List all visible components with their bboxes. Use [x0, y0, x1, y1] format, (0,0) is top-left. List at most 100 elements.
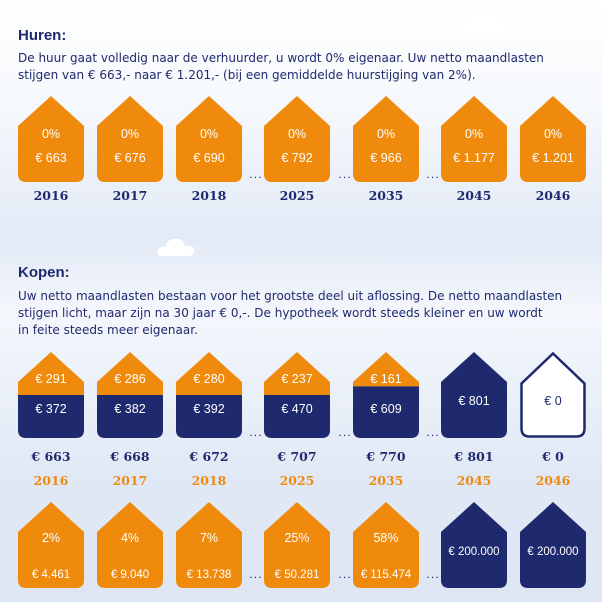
house-fill [97, 502, 163, 588]
ownership-percentage: 0% [287, 127, 307, 141]
house-shape [176, 352, 242, 438]
ellipsis: ... [249, 426, 263, 439]
total-monthly-cost: € 0 [542, 449, 564, 464]
house-outline [520, 352, 586, 438]
year-label: 2035 [368, 473, 404, 488]
house-fill [18, 502, 84, 588]
year-label: 2046 [535, 473, 571, 488]
house-shape [176, 502, 242, 588]
interest-amount: € 291 [35, 372, 67, 386]
year-label: 2046 [535, 188, 571, 203]
equity-amount: € 4.461 [31, 569, 71, 581]
house-fill [520, 502, 586, 588]
rent-house: 0% € 792 [264, 96, 330, 182]
huren-text-line: stijgen van € 663,- naar € 1.201,- (bij … [18, 68, 476, 82]
ownership-percentage: 7% [199, 531, 219, 545]
repayment-segment [353, 386, 419, 438]
interest-amount: € 280 [193, 372, 225, 386]
repayment-amount: € 801 [458, 394, 490, 408]
monthly-cost: € 663 [35, 151, 67, 165]
repayment-amount: € 372 [35, 402, 67, 416]
year-label: 2018 [191, 188, 227, 203]
buy-house: € 0 [520, 352, 586, 438]
interest-amount: € 161 [370, 372, 402, 386]
repayment-amount: € 382 [114, 402, 146, 416]
house-shape [441, 96, 507, 182]
house-shape [441, 502, 507, 588]
house-shape [97, 352, 163, 438]
buy-house: € 280 € 392 [176, 352, 242, 438]
ellipsis: ... [338, 426, 352, 439]
ownership-percentage: 25% [284, 531, 310, 545]
ownership-percentage: 0% [543, 127, 563, 141]
house-shape [353, 96, 419, 182]
house-shape [264, 96, 330, 182]
cloud-icon [461, 9, 508, 32]
ellipsis: ... [426, 426, 440, 439]
house-fill [176, 502, 242, 588]
total-monthly-cost: € 707 [277, 449, 317, 464]
rent-house: 0% € 1.201 [520, 96, 586, 182]
house-shape [97, 502, 163, 588]
interest-amount: € 237 [281, 372, 313, 386]
kopen-text-line: stijgen licht, maar zijn na 30 jaar € 0,… [18, 306, 543, 320]
rent-house: 0% € 663 [18, 96, 84, 182]
kopen-text-line: in feite steeds meer eigenaar. [18, 323, 198, 337]
repayment-amount: € 470 [281, 402, 313, 416]
ellipsis: ... [426, 568, 440, 581]
equity-amount: € 50.281 [274, 569, 320, 581]
house-shape [353, 352, 419, 438]
huren-title: Huren: [18, 27, 67, 44]
total-monthly-cost: € 801 [454, 449, 494, 464]
equity-house: 25% € 50.281 [264, 502, 330, 588]
ownership-percentage: 0% [41, 127, 61, 141]
kopen-text-line: Uw netto maandlasten bestaan voor het gr… [18, 289, 563, 303]
buy-house: € 291 € 372 [18, 352, 84, 438]
rent-house: 0% € 676 [97, 96, 163, 182]
total-monthly-cost: € 672 [189, 449, 229, 464]
house-fill [264, 502, 330, 588]
monthly-cost: € 1.177 [453, 151, 495, 165]
house-shape [520, 502, 586, 588]
year-label: 2016 [33, 473, 69, 488]
house-shape [441, 352, 507, 438]
buy-house: € 161 € 609 [353, 352, 419, 438]
ellipsis: ... [426, 168, 440, 181]
ellipsis: ... [249, 568, 263, 581]
year-label: 2017 [112, 188, 148, 203]
buy-house: € 286 € 382 [97, 352, 163, 438]
huren-houses-row: 0% € 663 2016 0% € 676 2017 0% € 690 2018 0% € 792… [0, 96, 602, 211]
equity-house: 4% € 9.040 [97, 502, 163, 588]
house-fill [353, 96, 419, 182]
equity-amount: € 115.474 [360, 569, 412, 581]
year-label: 2018 [191, 473, 227, 488]
ownership-houses-row: 2% € 4.461 4% € 9.040 7% € 13.738 25% € 50.281 5… [0, 502, 602, 597]
house-fill [520, 96, 586, 182]
year-label: 2035 [368, 188, 404, 203]
house-shape [353, 502, 419, 588]
kopen-description: Uw netto maandlasten bestaan voor het gr… [18, 288, 562, 339]
repayment-amount: € 392 [193, 402, 225, 416]
year-label: 2045 [456, 473, 492, 488]
total-monthly-cost: € 663 [31, 449, 71, 464]
house-shape [520, 352, 586, 438]
house-shape [18, 352, 84, 438]
house-shape [264, 352, 330, 438]
monthly-cost: € 690 [193, 151, 225, 165]
house-fill [353, 502, 419, 588]
house-shape [176, 96, 242, 182]
house-shape [18, 96, 84, 182]
total-monthly-cost: € 770 [366, 449, 406, 464]
house-shape [18, 502, 84, 588]
equity-house: € 200.000 [520, 502, 586, 588]
repayment-segment [176, 395, 242, 438]
year-label: 2017 [112, 473, 148, 488]
kopen-title: Kopen: [18, 264, 70, 281]
equity-amount: € 200.000 [448, 546, 500, 558]
equity-house: 7% € 13.738 [176, 502, 242, 588]
equity-amount: € 13.738 [186, 569, 232, 581]
ownership-percentage: 0% [199, 127, 219, 141]
equity-amount: € 200.000 [527, 546, 579, 558]
repayment-amount: € 0 [544, 394, 562, 408]
repayment-segment [97, 395, 163, 438]
